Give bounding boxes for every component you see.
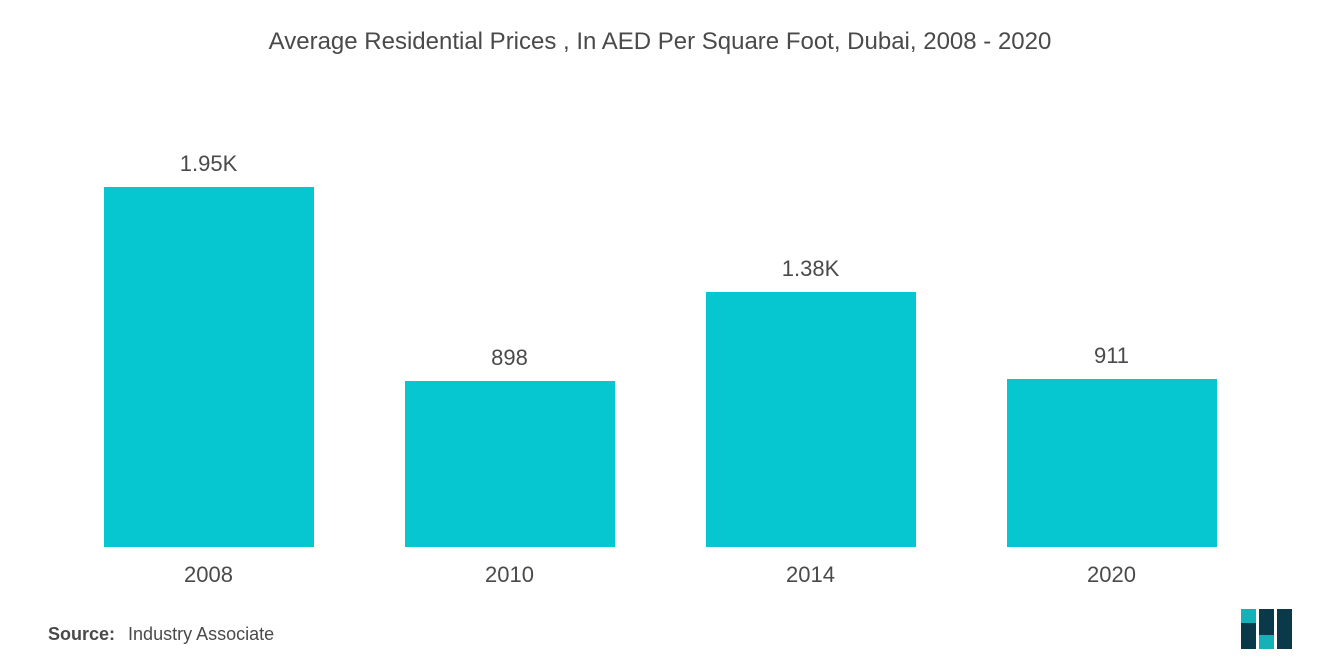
bar-0	[104, 187, 314, 547]
x-label-0: 2008	[58, 562, 359, 588]
source-value: Industry Associate	[128, 624, 274, 644]
logo-col-2	[1259, 609, 1274, 649]
source-label: Source:	[48, 624, 115, 644]
bar-group-1: 898	[359, 345, 660, 547]
bar-group-3: 911	[961, 343, 1262, 547]
logo-seg	[1259, 609, 1274, 635]
brand-logo-icon	[1241, 609, 1292, 649]
bar-3	[1007, 379, 1217, 547]
x-axis-labels: 2008 2010 2014 2020	[48, 548, 1272, 588]
bar-group-2: 1.38K	[660, 256, 961, 547]
bar-2	[706, 292, 916, 547]
bar-value-label: 898	[491, 345, 528, 371]
logo-seg	[1241, 609, 1256, 623]
bar-value-label: 1.38K	[782, 256, 840, 282]
x-label-2: 2014	[660, 562, 961, 588]
source-line: Source: Industry Associate	[48, 624, 1272, 645]
bar-value-label: 1.95K	[180, 151, 238, 177]
bar-1	[405, 381, 615, 547]
chart-plot-area: 1.95K 898 1.38K 911	[48, 116, 1272, 548]
logo-seg	[1241, 623, 1256, 649]
logo-seg	[1259, 635, 1274, 649]
x-label-1: 2010	[359, 562, 660, 588]
logo-col-3	[1277, 609, 1292, 649]
bar-value-label: 911	[1094, 343, 1129, 369]
bar-group-0: 1.95K	[58, 151, 359, 547]
logo-col-1	[1241, 609, 1256, 649]
x-label-3: 2020	[961, 562, 1262, 588]
chart-title: Average Residential Prices , In AED Per …	[48, 28, 1272, 56]
chart-container: Average Residential Prices , In AED Per …	[0, 0, 1320, 665]
logo-seg	[1277, 609, 1292, 649]
